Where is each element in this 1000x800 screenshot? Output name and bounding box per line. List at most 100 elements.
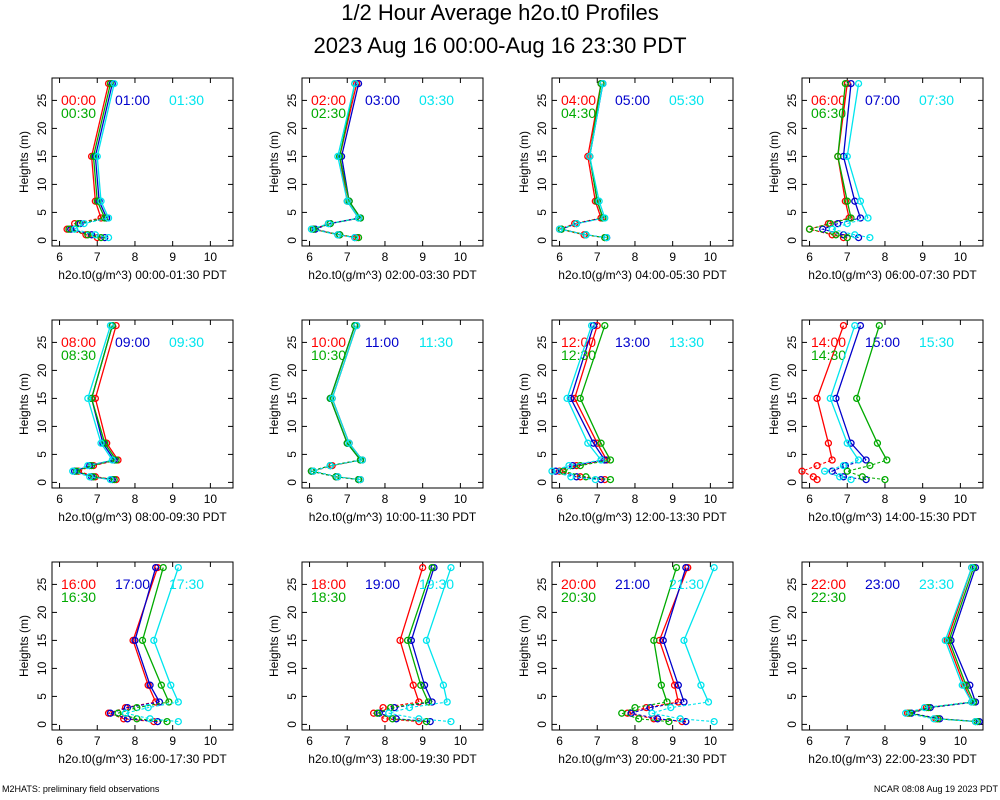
data-point [353, 321, 361, 330]
series-line-upper [87, 325, 113, 461]
data-point [586, 152, 594, 161]
data-point [672, 563, 681, 572]
y-tick-label: 25 [285, 335, 299, 349]
data-point [595, 197, 603, 205]
data-point [93, 197, 101, 205]
data-point [174, 717, 182, 726]
y-tick-label: 5 [35, 209, 49, 216]
data-point [635, 715, 643, 723]
y-tick-label: 15 [35, 633, 49, 647]
data-point [824, 439, 833, 447]
x-axis-label: h2o.t0(g/m^3) 12:00-13:30 PDT [558, 510, 727, 524]
data-point [351, 79, 359, 88]
y-tick-label: 10 [285, 177, 299, 191]
y-tick-label: 10 [535, 177, 549, 191]
y-tick-label: 0 [535, 479, 549, 486]
data-point [108, 456, 116, 464]
x-tick-label: 10 [954, 734, 968, 748]
data-point [828, 225, 836, 233]
data-point [392, 715, 400, 723]
y-tick-label: 20 [285, 605, 299, 619]
legend-entry: 06:00 [811, 92, 846, 108]
x-tick-label: 9 [169, 492, 176, 506]
series-line-upper [829, 325, 860, 461]
y-tick-label: 10 [785, 661, 799, 675]
data-point [968, 698, 976, 706]
legend-entry: 16:30 [61, 589, 96, 605]
data-point [603, 233, 611, 242]
y-axis-label: Heights (m) [267, 615, 281, 677]
data-point [407, 636, 416, 645]
data-point [680, 698, 688, 706]
data-point [653, 715, 662, 723]
x-tick-label: 8 [632, 492, 639, 506]
legend-entry: 19:00 [365, 576, 400, 592]
plot-frame [51, 77, 234, 247]
series-line-lower [627, 701, 683, 723]
series-line-lower [375, 701, 429, 723]
y-tick-label: 15 [35, 149, 49, 163]
series-line-lower [800, 459, 833, 481]
plot-frame [301, 561, 484, 731]
legend-entry: 09:00 [115, 334, 150, 350]
y-tick-label: 10 [785, 177, 799, 191]
data-point [426, 717, 434, 726]
data-point [422, 636, 431, 645]
data-point [334, 473, 342, 481]
x-tick-label: 8 [882, 734, 889, 748]
plot-frame [551, 561, 734, 731]
data-point [415, 715, 423, 723]
data-point [798, 467, 806, 475]
x-tick-label: 9 [669, 734, 676, 748]
panel-10: 6 7 8 9 10 0 5 10 15 20 25 Heights (m) h2o.t0(g/m^3)… [517, 561, 734, 766]
data-point [657, 681, 666, 689]
panel-5: 6 7 8 9 10 0 5 10 15 20 25 Heights (m) h2o.t0(g/m^3)… [267, 319, 484, 524]
x-tick-label: 9 [419, 734, 426, 748]
x-axis-label: h2o.t0(g/m^3) 08:00-09:30 PDT [58, 510, 227, 524]
x-tick-label: 10 [454, 250, 468, 264]
data-point [167, 681, 175, 689]
y-tick-label: 20 [785, 121, 799, 135]
plot-frame [51, 561, 234, 731]
panels-grid: 6 7 8 9 10 0 5 10 15 20 25 Heights (m) h2o.t0(g/m^3)… [17, 77, 984, 766]
x-tick-label: 6 [806, 250, 813, 264]
series-line-upper [589, 83, 606, 219]
data-point [875, 321, 883, 330]
data-point [710, 717, 718, 726]
series-line-upper [835, 325, 867, 461]
data-point [856, 197, 865, 205]
panel-6: 6 7 8 9 10 0 5 10 15 20 25 Heights (m) h2o.t0(g/m^3)… [517, 319, 734, 524]
plot-frame [801, 319, 984, 489]
y-tick-label: 0 [35, 479, 49, 486]
data-point [697, 681, 705, 689]
data-point [309, 467, 317, 475]
data-point [828, 467, 836, 475]
x-axis-label: h2o.t0(g/m^3) 16:00-17:30 PDT [58, 752, 227, 766]
series-line-lower [108, 701, 160, 723]
data-point [854, 456, 863, 464]
data-point [659, 636, 667, 645]
series-line-upper [816, 325, 845, 461]
data-point [674, 681, 682, 689]
data-point [945, 636, 953, 645]
x-tick-label: 10 [204, 492, 218, 506]
y-tick-label: 15 [785, 149, 799, 163]
legend-entry: 02:00 [311, 92, 346, 108]
y-axis-label: Heights (m) [267, 373, 281, 435]
legend-entry: 08:30 [61, 347, 96, 363]
y-tick-label: 0 [785, 721, 799, 728]
y-axis-label: Heights (m) [17, 131, 31, 193]
x-tick-label: 7 [94, 734, 101, 748]
series-line-upper [837, 83, 850, 219]
data-point [832, 231, 840, 239]
series-line-upper [425, 567, 452, 703]
y-tick-label: 25 [785, 335, 799, 349]
x-tick-label: 9 [169, 250, 176, 264]
y-tick-label: 20 [35, 605, 49, 619]
legend-entry: 11:30 [419, 334, 453, 350]
data-point [91, 394, 100, 403]
x-tick-label: 7 [594, 492, 601, 506]
legend-entry: 17:00 [115, 576, 150, 592]
x-tick-label: 7 [344, 492, 351, 506]
series-line-upper [406, 567, 433, 703]
